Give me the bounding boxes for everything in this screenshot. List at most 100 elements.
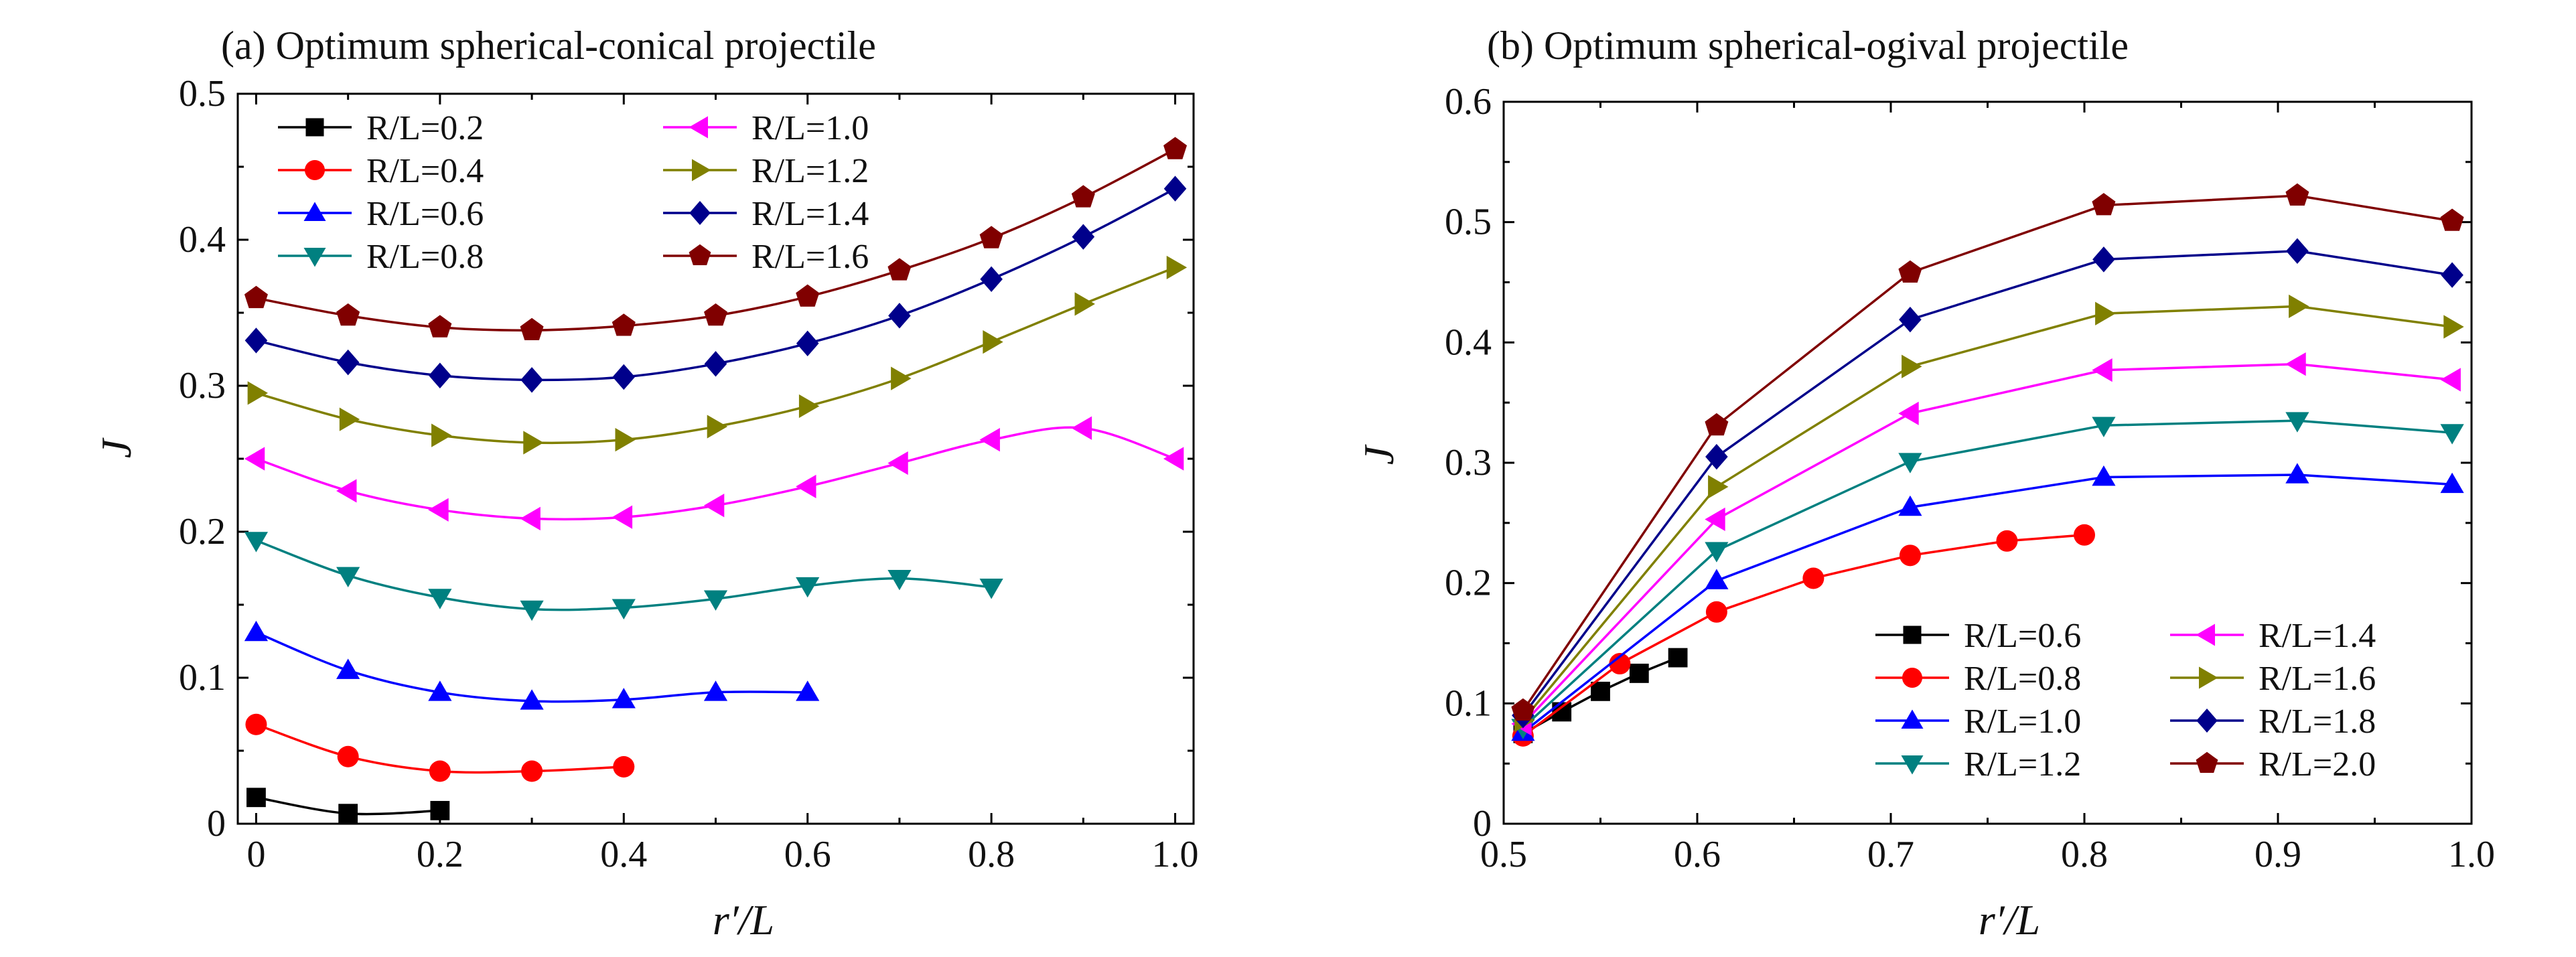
- y-axis-label: J: [92, 437, 140, 458]
- data-point: [520, 600, 544, 621]
- data-point: [1802, 567, 1824, 589]
- data-point: [2441, 262, 2463, 288]
- legend-item: R/L=0.8: [278, 238, 484, 276]
- legend-marker: [692, 159, 711, 181]
- y-tick-label: 0.4: [1445, 321, 1492, 363]
- data-point: [1705, 601, 1727, 623]
- data-point: [1163, 175, 1187, 202]
- data-point: [429, 760, 451, 782]
- data-point: [2440, 368, 2461, 392]
- series-r-l-1-4: [244, 175, 1187, 393]
- data-point: [428, 315, 452, 338]
- data-point: [1163, 137, 1188, 159]
- data-point: [704, 303, 727, 326]
- data-point: [1705, 569, 1729, 589]
- x-tick-label: 0: [246, 834, 265, 875]
- data-point: [1898, 401, 1919, 425]
- x-tick-label: 0.4: [600, 834, 647, 875]
- data-point: [1899, 544, 1921, 567]
- series-r-l-0-8: [244, 532, 1003, 621]
- data-point: [2285, 352, 2306, 376]
- data-point: [2092, 358, 2113, 382]
- data-point: [703, 590, 728, 611]
- data-point: [703, 494, 725, 518]
- data-point: [336, 658, 360, 679]
- series-r-l-1-0: [244, 416, 1184, 530]
- data-point: [703, 680, 728, 701]
- data-point: [2092, 246, 2115, 273]
- data-point: [796, 284, 820, 307]
- data-point: [612, 599, 636, 619]
- series-r-l-1-4: [1511, 352, 2461, 736]
- data-point: [2289, 294, 2309, 319]
- data-point: [428, 680, 452, 701]
- data-point: [796, 680, 820, 701]
- data-point: [339, 407, 360, 431]
- data-point: [2285, 183, 2309, 206]
- data-point: [796, 330, 819, 356]
- legend-marker: [689, 201, 711, 225]
- legend-label: R/L=0.8: [1964, 660, 2081, 698]
- data-point: [244, 447, 265, 471]
- y-tick-label: 0.3: [1445, 442, 1492, 484]
- data-point: [979, 428, 1000, 452]
- x-tick-label: 1.0: [2448, 834, 2495, 875]
- data-point: [336, 303, 360, 326]
- data-point: [1899, 306, 1922, 333]
- data-point: [429, 362, 451, 388]
- data-point: [1705, 542, 1729, 563]
- data-point: [2092, 417, 2116, 437]
- x-tick-label: 1.0: [1152, 834, 1199, 875]
- series-r-l-0-6: [1513, 648, 1688, 743]
- legend-label: R/L=0.6: [366, 195, 484, 233]
- data-point: [796, 577, 820, 598]
- legend-label: R/L=2.0: [2259, 745, 2376, 784]
- legend-marker: [305, 160, 325, 180]
- data-point: [1071, 416, 1092, 440]
- panel-spherical-ogival: (b) Optimum spherical-ogival projectile …: [1355, 23, 2495, 944]
- data-point: [521, 760, 543, 782]
- series-line: [1522, 419, 2453, 729]
- legend-label: R/L=1.2: [752, 152, 869, 190]
- data-point: [431, 423, 452, 447]
- data-point: [245, 713, 267, 735]
- data-point: [336, 479, 357, 503]
- x-tick-label: 0.8: [2061, 834, 2108, 875]
- data-point: [1705, 413, 1729, 436]
- series-line: [1522, 362, 2453, 725]
- data-point: [1705, 507, 1725, 532]
- y-tick-label: 0.4: [179, 219, 226, 261]
- data-point: [1163, 447, 1184, 471]
- legend-marker: [1901, 709, 1924, 729]
- legend-marker: [2196, 751, 2218, 773]
- data-point: [2285, 412, 2309, 433]
- series-line: [1522, 250, 2453, 717]
- data-point: [979, 226, 1003, 248]
- legend-marker: [689, 244, 711, 265]
- data-point: [979, 579, 1003, 599]
- data-point: [798, 394, 820, 419]
- data-point: [246, 788, 266, 808]
- data-point: [2440, 472, 2464, 494]
- legend-item: R/L=1.0: [1875, 703, 2081, 741]
- data-point: [704, 351, 727, 377]
- data-point: [1902, 354, 1922, 378]
- x-tick-label: 0.5: [1480, 834, 1527, 875]
- series-r-l-1-2: [1511, 412, 2464, 739]
- data-point: [983, 330, 1003, 354]
- legend-marker: [2199, 666, 2218, 689]
- legend-marker: [1902, 668, 1922, 688]
- data-point: [1898, 453, 1922, 473]
- data-point: [244, 620, 269, 642]
- legend-item: R/L=1.2: [663, 152, 869, 190]
- data-point: [613, 755, 635, 778]
- series-r-l-1-0: [1511, 463, 2464, 741]
- data-point: [707, 415, 728, 439]
- data-point: [1591, 681, 1610, 701]
- x-tick-label: 0.7: [1867, 834, 1914, 875]
- y-tick-label: 0.1: [1445, 682, 1492, 724]
- data-point: [887, 451, 908, 475]
- legend-label: R/L=0.6: [1964, 617, 2081, 655]
- data-point: [1996, 530, 2018, 552]
